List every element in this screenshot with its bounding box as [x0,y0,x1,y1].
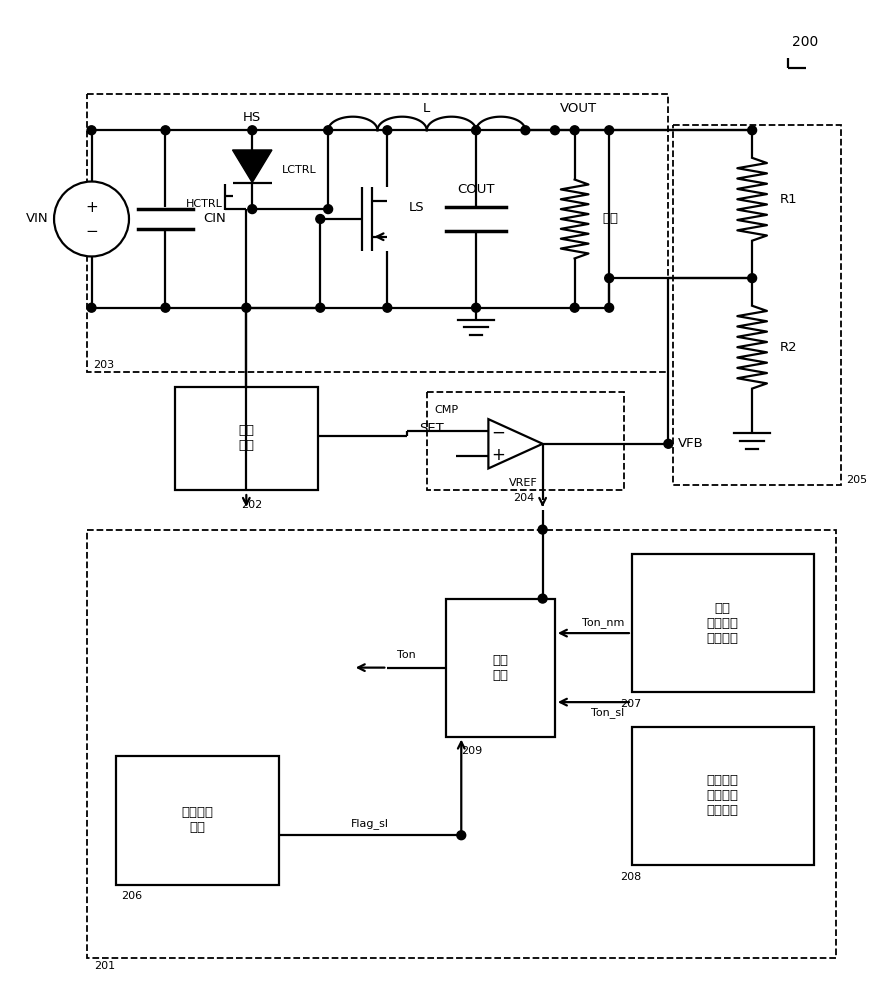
Circle shape [604,274,613,283]
Bar [86,94,668,372]
Circle shape [664,439,672,448]
Text: 模式控制
电路: 模式控制 电路 [181,806,213,834]
Text: −: − [491,424,505,442]
Bar [427,392,624,490]
Text: L: L [423,102,430,115]
Circle shape [54,182,129,256]
Circle shape [571,303,579,312]
Circle shape [242,303,251,312]
Circle shape [538,525,547,534]
Text: HS: HS [243,111,261,124]
Text: 209: 209 [462,746,483,756]
Text: 负载: 负载 [602,212,618,225]
Bar [86,530,836,958]
Text: 204: 204 [514,493,535,503]
Text: Flag_sl: Flag_sl [350,818,388,829]
Text: COUT: COUT [457,183,495,196]
Circle shape [521,126,530,135]
Text: −: − [85,224,98,239]
Text: VOUT: VOUT [560,102,597,115]
Text: Ton_sl: Ton_sl [591,708,624,718]
Circle shape [604,303,613,312]
Text: 206: 206 [121,891,142,901]
Circle shape [383,303,392,312]
Circle shape [324,205,333,214]
Circle shape [161,303,170,312]
Text: 200: 200 [792,35,818,49]
Circle shape [604,126,613,135]
Text: 选择
电路: 选择 电路 [493,654,509,682]
Circle shape [471,303,481,312]
Circle shape [324,126,333,135]
Circle shape [87,303,96,312]
Text: Ton_nm: Ton_nm [582,617,624,628]
Bar [631,554,814,692]
Text: 睡眠模式
导通时间
控制电路: 睡眠模式 导通时间 控制电路 [706,774,739,817]
Text: 203: 203 [93,360,115,370]
Text: Ton: Ton [397,650,416,660]
Text: VFB: VFB [679,437,704,450]
Polygon shape [233,150,272,183]
Bar [631,727,814,865]
Circle shape [161,126,170,135]
Text: 正常
导通时间
控制电路: 正常 导通时间 控制电路 [706,602,739,645]
Bar [447,599,555,737]
Circle shape [471,126,481,135]
Circle shape [248,126,257,135]
Text: SET: SET [419,422,443,435]
Bar [175,387,318,490]
Text: 207: 207 [620,699,641,709]
Text: CMP: CMP [435,405,459,415]
Text: 205: 205 [846,475,867,485]
Text: HCTRL: HCTRL [186,199,223,209]
Circle shape [550,126,559,135]
Circle shape [87,126,96,135]
Circle shape [316,215,325,223]
Polygon shape [489,419,543,468]
Text: +: + [491,446,505,464]
Circle shape [248,205,257,214]
Text: 201: 201 [94,961,116,971]
Text: R2: R2 [780,341,797,354]
Circle shape [383,126,392,135]
Text: 逻辑
电路: 逻辑 电路 [239,424,254,452]
Bar [116,756,279,885]
Circle shape [538,594,547,603]
Circle shape [747,126,757,135]
Circle shape [571,126,579,135]
Circle shape [456,831,466,840]
Text: LCTRL: LCTRL [281,165,316,175]
Bar [673,125,841,485]
Text: VIN: VIN [26,212,49,225]
Text: LS: LS [409,201,425,214]
Text: 202: 202 [241,500,263,510]
Text: 208: 208 [620,872,641,882]
Circle shape [316,303,325,312]
Circle shape [747,274,757,283]
Text: CIN: CIN [203,212,226,225]
Text: R1: R1 [780,193,797,206]
Text: +: + [85,200,98,215]
Text: VREF: VREF [509,478,537,488]
